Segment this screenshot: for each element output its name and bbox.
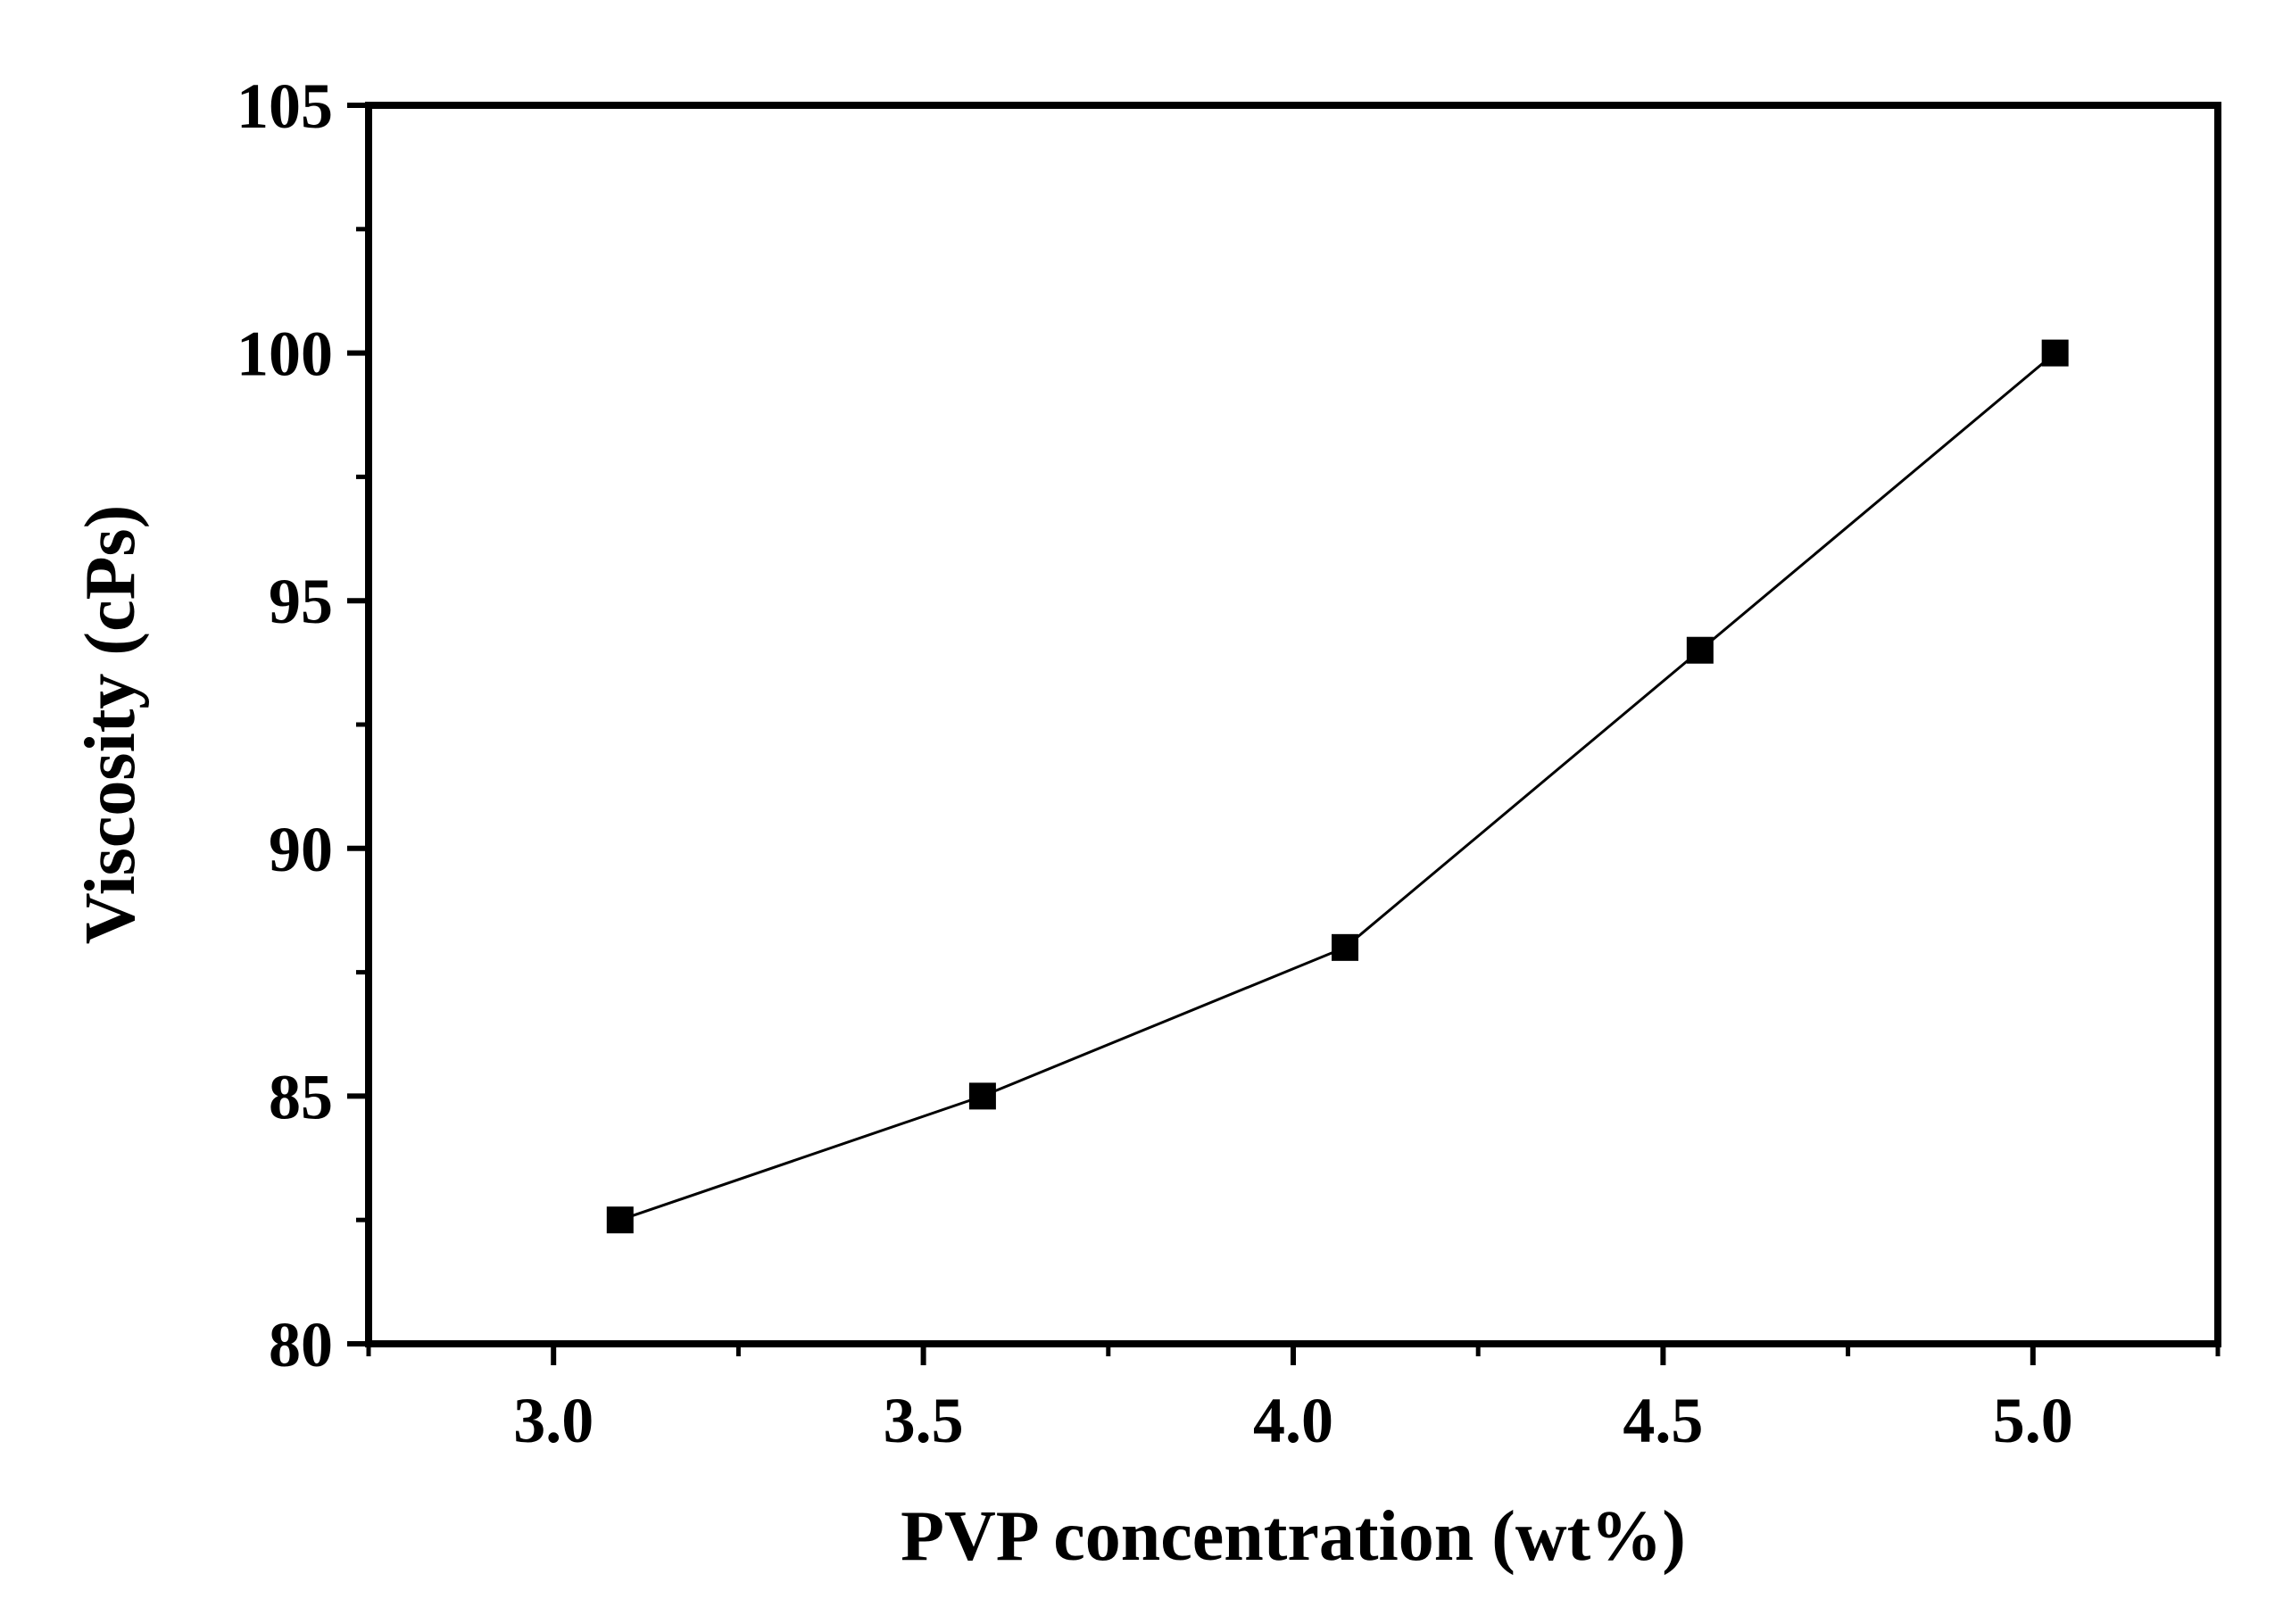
x-axis-title: PVP concentration (wt%) — [901, 1497, 1686, 1576]
y-tick-label: 80 — [269, 1309, 333, 1380]
x-tick-label: 4.0 — [1253, 1385, 1333, 1456]
x-tick-label: 3.5 — [884, 1385, 964, 1456]
y-tick-label: 100 — [237, 319, 333, 390]
x-tick-label: 5.0 — [1993, 1385, 2073, 1456]
data-point-marker — [2041, 339, 2069, 367]
x-tick-label: 3.0 — [513, 1385, 594, 1456]
y-tick-label: 105 — [237, 70, 333, 142]
y-tick-label: 90 — [269, 814, 333, 885]
y-tick-label: 85 — [269, 1061, 333, 1132]
y-axis-tick-labels: 80 85 90 95 100 105 — [237, 70, 333, 1380]
plot-frame — [365, 102, 2221, 1347]
x-tick-label: 4.5 — [1623, 1385, 1703, 1456]
y-axis-ticks — [347, 103, 369, 1346]
y-tick-label: 95 — [269, 566, 333, 637]
y-axis-title: Viscosity (cPs) — [71, 505, 150, 944]
data-point-marker — [1332, 933, 1359, 961]
series-layer — [606, 339, 2069, 1234]
data-point-marker — [968, 1082, 996, 1110]
data-point-marker — [606, 1206, 634, 1234]
data-point-marker — [1686, 636, 1714, 664]
series-line — [619, 352, 2056, 1222]
x-axis-tick-labels: 3.0 3.5 4.0 4.5 5.0 — [513, 1385, 2073, 1456]
